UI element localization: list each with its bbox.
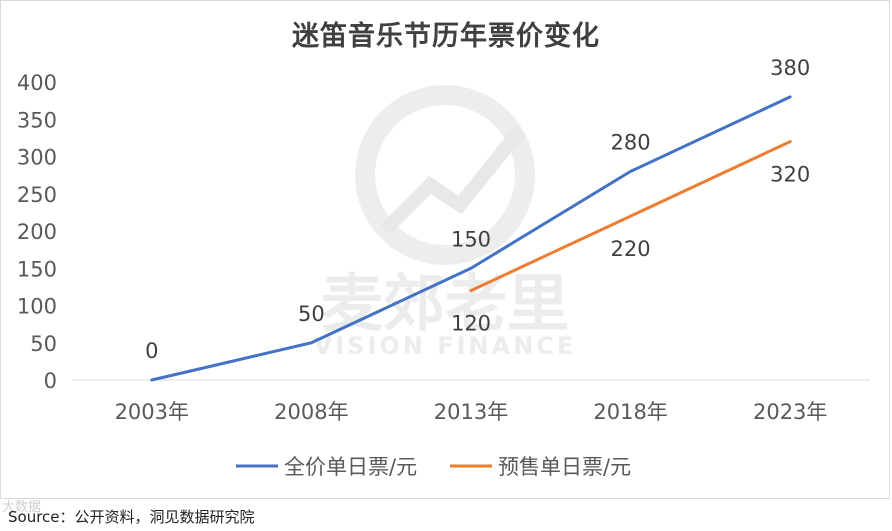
y-tick-label: 400 (17, 71, 57, 95)
legend-label: 预售单日票/元 (498, 455, 631, 479)
series-line-1 (150, 95, 792, 382)
data-label: 320 (770, 163, 810, 187)
watermark-arrow (380, 125, 526, 235)
series-lines (150, 95, 792, 382)
data-labels: 0 50 150 280 380 120 220 320 (145, 56, 810, 363)
y-tick-label: 350 (17, 108, 57, 132)
data-label: 220 (611, 237, 651, 261)
axes: 0 50 100 150 200 250 300 350 400 2003年 2008年 2013年 2… (17, 71, 870, 424)
watermark-text-cn: 麦郊老里 (321, 267, 569, 340)
legend: 全价单日票/元 预售单日票/元 (236, 455, 631, 479)
data-label: 380 (770, 56, 810, 80)
y-tick-label: 250 (17, 183, 57, 207)
legend-label: 全价单日票/元 (284, 455, 417, 479)
y-tick-label: 50 (30, 332, 57, 356)
x-tick-label: 2008年 (274, 400, 348, 424)
data-label: 0 (145, 339, 158, 363)
data-label: 150 (451, 227, 491, 251)
series-line-2 (469, 140, 792, 293)
y-tick-label: 0 (44, 369, 57, 393)
x-tick-label: 2003年 (115, 400, 189, 424)
source-note: Source：公开资料，洞见数据研究院 (8, 508, 255, 526)
y-tick-label: 300 (17, 146, 57, 170)
x-tick-label: 2023年 (753, 400, 827, 424)
y-tick-label: 150 (17, 257, 57, 281)
x-tick-label: 2018年 (593, 400, 667, 424)
watermark-text-en: VISION FINANCE (314, 332, 577, 360)
data-label: 120 (451, 312, 491, 336)
data-label: 50 (298, 302, 325, 326)
watermark-circle (355, 85, 535, 265)
chart-title: 迷笛音乐节历年票价变化 (292, 21, 600, 52)
corner-watermark: 大数据 (2, 500, 42, 515)
data-label: 280 (611, 130, 651, 154)
x-tick-label: 2013年 (434, 400, 508, 424)
y-tick-label: 100 (17, 295, 57, 319)
y-tick-label: 200 (17, 220, 57, 244)
